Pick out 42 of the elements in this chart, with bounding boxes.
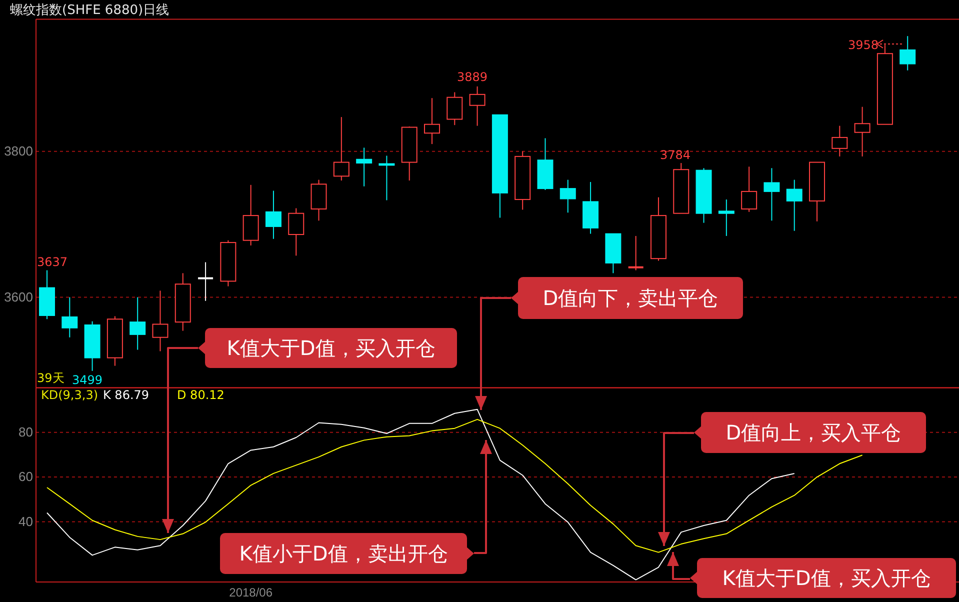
candlestick [764,168,780,222]
candlestick [152,290,168,352]
chart-title: 螺纹指数(SHFE 6880)日线 [10,3,170,18]
x-tick-label: 2018/06 [229,586,273,600]
annotation: 3889 [457,70,488,84]
candlestick [627,235,644,271]
y-tick-label: 80 [18,424,33,440]
y-tick-label: 3800 [4,144,33,158]
candlestick [832,125,848,157]
annotation: 3958 [848,38,879,52]
y-tick-label: 3600 [4,289,33,304]
candlestick [62,296,78,338]
candlestick [333,116,350,182]
candlestick [786,179,802,232]
annotation: K值大于D值，买入开仓 [722,566,931,590]
candlestick [469,86,486,126]
annotation: D值向上，买入平仓 [726,420,902,444]
candlestick [854,106,870,157]
annotation: 3637 [37,255,68,269]
candlestick [378,155,395,201]
candlestick [197,262,214,302]
candlestick [424,98,440,145]
candlestick [718,198,734,236]
candlestick [900,36,916,71]
text: D 80.12 [177,388,224,402]
annotation: 3784 [660,148,691,162]
annotation: 3499 [72,373,103,387]
annotation: K值小于D值，卖出开仓 [239,542,448,566]
candlestick [446,92,463,126]
text: K 86.79 [103,388,150,402]
candlestick [356,147,372,187]
candlestick [265,190,282,240]
candlestick [288,208,304,256]
candlestick [560,179,576,214]
annotation: D值向下，卖出平仓 [542,286,718,310]
candlestick [130,296,146,350]
annotation: K值大于D值，买入开仓 [226,336,436,360]
y-tick-label: 40 [18,514,33,529]
annotation: KD(9,3,3) [41,388,98,402]
annotation: 39天 [37,371,64,385]
y-tick-label: 60 [18,469,33,484]
candlestick [741,166,758,212]
